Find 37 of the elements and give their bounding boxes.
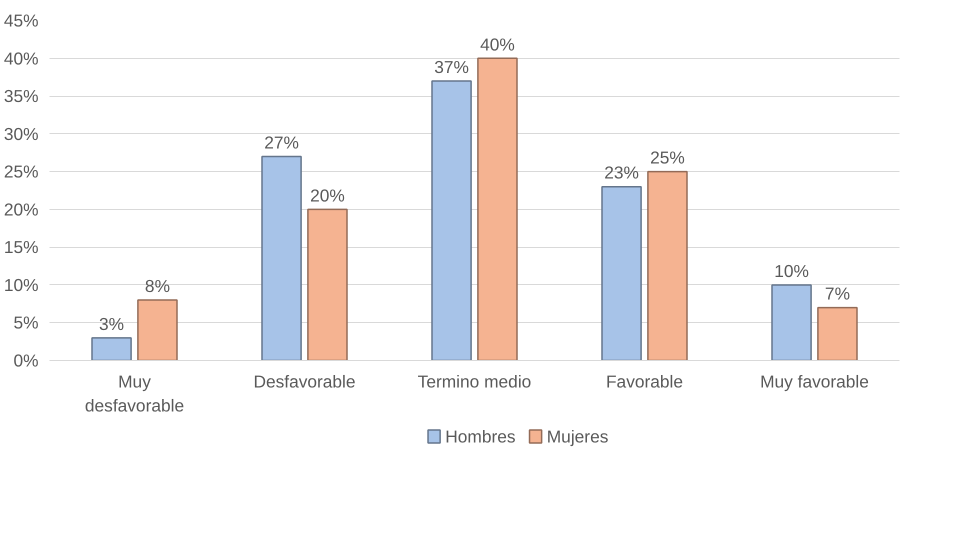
bar	[771, 284, 812, 360]
bar	[91, 337, 132, 360]
data-label: 3%	[99, 314, 124, 334]
x-tick-label: Termino medio	[418, 372, 532, 392]
x-tick-label: Muy favorable	[760, 372, 869, 392]
y-tick-label: 10%	[4, 274, 39, 295]
y-tick-label: 30%	[4, 124, 39, 144]
bar	[817, 306, 858, 360]
y-tick-label: 35%	[4, 86, 39, 106]
data-label: 37%	[434, 56, 469, 77]
bar	[601, 186, 642, 360]
x-tick-label: Desfavorable	[253, 372, 356, 392]
data-label: 8%	[144, 276, 170, 296]
x-tick-label: Muy desfavorable	[84, 372, 184, 416]
y-tick-label: 5%	[13, 312, 38, 333]
data-label: 27%	[264, 132, 299, 152]
bar	[477, 58, 518, 360]
bar	[261, 156, 302, 360]
y-tick-label: 45%	[4, 10, 39, 30]
legend-label: Mujeres	[546, 426, 609, 446]
data-label: 20%	[310, 185, 345, 206]
data-label: 40%	[480, 34, 515, 54]
y-tick-label: 40%	[4, 48, 39, 68]
data-label: 23%	[604, 162, 639, 183]
y-tick-label: 15%	[4, 237, 39, 258]
x-tick-label: Favorable	[606, 372, 684, 392]
legend-label: Hombres	[445, 426, 516, 446]
bar	[647, 170, 688, 360]
bar	[431, 80, 472, 360]
bar	[137, 299, 178, 360]
data-label: 7%	[824, 284, 850, 304]
y-tick-label: 25%	[4, 162, 39, 182]
y-tick-label: 20%	[4, 199, 39, 220]
y-tick-label: 0%	[13, 350, 38, 370]
bar	[307, 208, 348, 360]
data-label: 25%	[650, 148, 685, 168]
data-label: 10%	[774, 260, 809, 281]
